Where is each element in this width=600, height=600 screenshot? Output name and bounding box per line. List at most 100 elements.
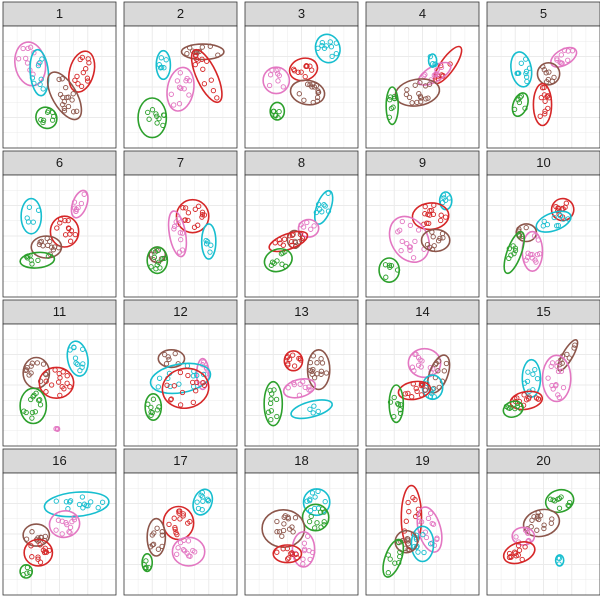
data-point [85,78,91,84]
data-point [31,80,37,87]
panel-border [123,25,238,149]
data-point [95,505,101,511]
data-point [329,53,335,60]
cluster-brown [420,228,451,253]
data-point [72,355,79,361]
data-point [395,402,402,408]
cluster-brown [30,235,63,259]
confidence-ellipse [161,367,210,410]
data-point [548,520,554,526]
data-point [166,356,172,363]
data-point [159,529,165,535]
data-point [565,48,571,54]
data-point [28,543,34,549]
data-point [517,94,523,101]
confidence-ellipse [146,517,167,557]
cluster-cyan [510,51,533,88]
facet-panel-5: 5 [486,1,600,149]
data-point [203,237,209,244]
cluster-pink [171,536,206,567]
facet-strip [2,299,117,325]
cluster-green [301,503,330,532]
data-point [56,76,62,83]
data-point [566,499,573,506]
data-point [37,402,44,408]
confidence-ellipse [263,247,293,273]
confidence-ellipse [23,538,54,567]
data-point [148,409,154,415]
data-point [163,57,169,63]
data-point [507,405,513,411]
data-point [200,359,207,365]
facet-panel-18: 18 [244,448,359,596]
data-point [413,351,419,357]
data-point [300,556,306,562]
data-point [422,203,428,210]
facet-panel-20: 20 [486,448,600,596]
data-point [72,231,78,238]
panel-border [244,472,359,596]
confidence-ellipse [272,544,303,564]
data-point [49,244,55,250]
data-point [164,382,170,388]
data-point [310,549,316,556]
data-point [516,233,523,239]
cluster-green [387,384,405,424]
data-point [545,105,551,112]
panel-border [486,25,600,149]
data-point [541,67,547,73]
data-point [33,390,39,396]
facet-panel-4: 4 [365,1,480,149]
facet-panel-14: 14 [365,299,480,447]
data-point [542,108,548,114]
facet-strip-label: 7 [177,155,184,170]
data-point [541,522,547,528]
data-point [549,360,556,366]
panel-border [244,174,359,298]
facet-strip-label: 11 [53,304,67,319]
cluster-red [23,538,54,567]
facet-panel-10: 10 [486,150,600,298]
data-point [296,239,302,245]
panel-border [2,323,117,447]
data-point [147,544,154,550]
data-point [269,67,275,73]
data-point [23,367,29,374]
data-point [39,56,45,62]
data-point [321,202,327,208]
data-point [176,101,183,107]
data-point [29,554,35,560]
data-point [71,517,78,523]
data-point [156,404,162,410]
data-point [291,68,298,74]
panel-border [365,323,480,447]
data-point [426,220,432,227]
data-point [302,384,308,391]
data-point [23,55,29,62]
data-point [177,230,183,236]
data-point [176,508,182,514]
data-point [442,197,449,203]
cluster-cyan [155,49,172,81]
confidence-ellipse [378,257,401,284]
data-point [78,200,85,207]
data-point [269,391,275,397]
data-point [318,371,324,377]
data-point [399,238,405,245]
confidence-ellipse [190,48,223,104]
data-point [153,111,159,117]
data-point [405,538,411,544]
facet-strip-label: 20 [536,453,550,468]
facet-strip-label: 4 [419,6,426,21]
data-point [272,240,278,246]
data-point [148,412,154,418]
panel-border [2,25,117,149]
data-point [438,217,444,224]
data-point [72,77,78,83]
data-point [177,402,184,408]
data-point [535,510,541,516]
data-point [554,57,560,63]
data-point [312,525,318,531]
data-point [430,521,437,527]
cluster-cyan [314,33,341,64]
